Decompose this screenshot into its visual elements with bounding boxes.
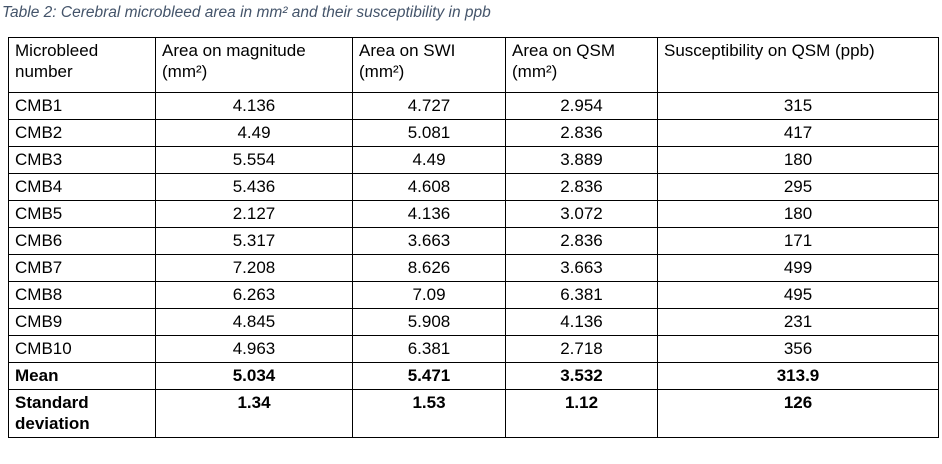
value-cell: 4.845	[155, 307, 353, 336]
value-cell: 5.081	[352, 118, 506, 147]
value-cell: 5.034	[155, 361, 353, 390]
value-cell: 7.09	[352, 280, 506, 309]
value-cell: 3.889	[505, 145, 658, 174]
value-cell: 2.954	[505, 91, 658, 120]
value-cell: 8.626	[352, 253, 506, 282]
value-cell: 313.9	[657, 361, 939, 390]
table-row: CMB4 5.436 4.608 2.836 295	[8, 172, 939, 201]
value-cell: 4.49	[352, 145, 506, 174]
table-header: Microbleed number Area on magnitude (mm²…	[8, 36, 939, 93]
value-cell: 180	[657, 199, 939, 228]
row-label-cell: CMB2	[8, 118, 156, 147]
table-row: CMB5 2.127 4.136 3.072 180	[8, 199, 939, 228]
value-cell: 1.34	[155, 388, 353, 439]
row-label-cell: CMB3	[8, 145, 156, 174]
value-cell: 4.136	[505, 307, 658, 336]
value-cell: 356	[657, 334, 939, 363]
table-row: CMB7 7.208 8.626 3.663 499	[8, 253, 939, 282]
value-cell: 417	[657, 118, 939, 147]
value-cell: 1.53	[352, 388, 506, 439]
row-label-cell: Mean	[8, 361, 156, 390]
table-row: Standard deviation 1.34 1.53 1.12 126	[8, 388, 939, 439]
header-area-swi: Area on SWI (mm²)	[352, 36, 506, 93]
value-cell: 6.381	[505, 280, 658, 309]
value-cell: 171	[657, 226, 939, 255]
microbleed-data-table: Microbleed number Area on magnitude (mm²…	[8, 36, 939, 439]
header-microbleed-number: Microbleed number	[8, 36, 156, 93]
value-cell: 180	[657, 145, 939, 174]
value-cell: 2.836	[505, 118, 658, 147]
value-cell: 126	[657, 388, 939, 439]
row-label-cell: CMB10	[8, 334, 156, 363]
table-caption: Table 2: Cerebral microbleed area in mm²…	[2, 4, 491, 21]
row-label-cell: CMB4	[8, 172, 156, 201]
value-cell: 6.263	[155, 280, 353, 309]
value-cell: 5.436	[155, 172, 353, 201]
row-label-cell: CMB6	[8, 226, 156, 255]
table-row: CMB10 4.963 6.381 2.718 356	[8, 334, 939, 363]
value-cell: 1.12	[505, 388, 658, 439]
header-area-magnitude: Area on magnitude (mm²)	[155, 36, 353, 93]
table-row: CMB2 4.49 5.081 2.836 417	[8, 118, 939, 147]
value-cell: 2.836	[505, 226, 658, 255]
value-cell: 495	[657, 280, 939, 309]
value-cell: 231	[657, 307, 939, 336]
value-cell: 5.471	[352, 361, 506, 390]
table-body: CMB1 4.136 4.727 2.954 315 CMB2 4.49 5.081 2.836…	[8, 91, 939, 439]
value-cell: 6.381	[352, 334, 506, 363]
row-label-cell: CMB9	[8, 307, 156, 336]
header-susceptibility-qsm: Susceptibility on QSM (ppb)	[657, 36, 939, 93]
table-row: CMB9 4.845 5.908 4.136 231	[8, 307, 939, 336]
value-cell: 315	[657, 91, 939, 120]
value-cell: 5.554	[155, 145, 353, 174]
row-label-cell: CMB7	[8, 253, 156, 282]
value-cell: 4.136	[352, 199, 506, 228]
value-cell: 5.317	[155, 226, 353, 255]
value-cell: 2.718	[505, 334, 658, 363]
row-label-cell: Standard deviation	[8, 388, 156, 439]
value-cell: 5.908	[352, 307, 506, 336]
value-cell: 4.608	[352, 172, 506, 201]
value-cell: 2.836	[505, 172, 658, 201]
row-label-cell: CMB5	[8, 199, 156, 228]
value-cell: 295	[657, 172, 939, 201]
value-cell: 4.136	[155, 91, 353, 120]
table-row: Mean 5.034 5.471 3.532 313.9	[8, 361, 939, 390]
value-cell: 3.072	[505, 199, 658, 228]
value-cell: 2.127	[155, 199, 353, 228]
value-cell: 7.208	[155, 253, 353, 282]
value-cell: 4.963	[155, 334, 353, 363]
value-cell: 3.663	[352, 226, 506, 255]
header-area-qsm: Area on QSM (mm²)	[505, 36, 658, 93]
row-label-cell: CMB8	[8, 280, 156, 309]
table-row: CMB8 6.263 7.09 6.381 495	[8, 280, 939, 309]
table-row: CMB6 5.317 3.663 2.836 171	[8, 226, 939, 255]
header-row: Microbleed number Area on magnitude (mm²…	[8, 36, 939, 93]
table-row: CMB3 5.554 4.49 3.889 180	[8, 145, 939, 174]
value-cell: 4.49	[155, 118, 353, 147]
value-cell: 4.727	[352, 91, 506, 120]
row-label-cell: CMB1	[8, 91, 156, 120]
value-cell: 499	[657, 253, 939, 282]
value-cell: 3.532	[505, 361, 658, 390]
table-row: CMB1 4.136 4.727 2.954 315	[8, 91, 939, 120]
value-cell: 3.663	[505, 253, 658, 282]
